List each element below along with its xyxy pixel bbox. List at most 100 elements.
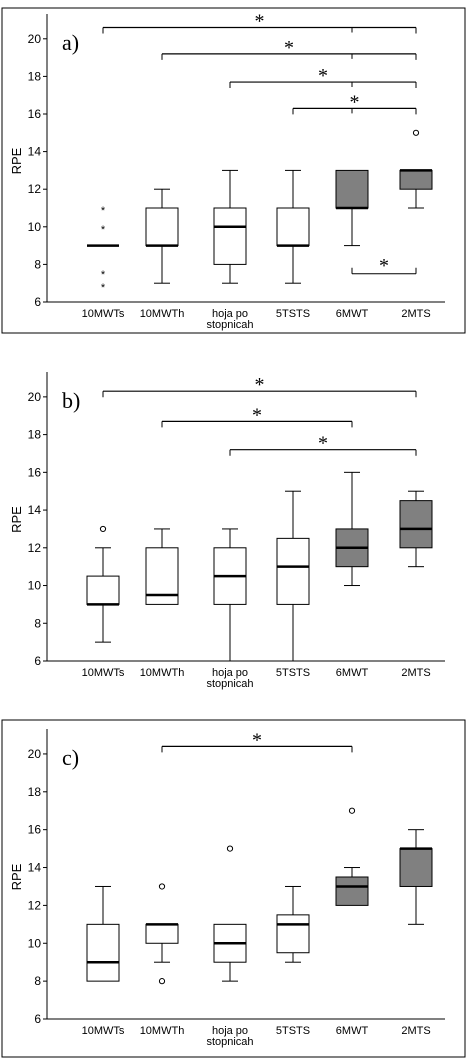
y-tick-label: 14: [28, 503, 42, 517]
x-tick-label: 6MWT: [336, 1025, 369, 1037]
significance-bracket: *: [161, 729, 353, 753]
significance-bracket: *: [102, 374, 417, 398]
significance-bracket: *: [229, 65, 417, 89]
outlier-point: [158, 978, 166, 985]
box-body: [399, 169, 433, 190]
box-6: [399, 490, 433, 568]
box-4: [276, 490, 310, 662]
x-tick-label: hoja po: [212, 308, 248, 320]
extreme-outlier-point: *: [101, 269, 106, 281]
x-tick-label: 5TSTS: [276, 1025, 310, 1037]
box-body: [145, 207, 179, 247]
box-3: [213, 169, 247, 284]
box-6: [399, 829, 433, 925]
x-tick-label: 10MWTs: [82, 308, 125, 320]
box-body: [399, 500, 433, 549]
y-tick-label: 14: [28, 145, 42, 159]
box-2: [145, 923, 179, 963]
box-4: [276, 885, 310, 963]
outlier-point: [226, 845, 234, 852]
box-1: [86, 547, 120, 643]
significance-marker: *: [318, 433, 328, 455]
box-body: [276, 914, 310, 954]
extreme-outlier-point: *: [101, 282, 106, 294]
significance-marker: *: [379, 255, 389, 277]
significance-marker: *: [252, 729, 262, 751]
x-tick-label: 6MWT: [336, 308, 369, 320]
box-3: [213, 528, 247, 662]
outlier-point: [158, 883, 166, 890]
y-tick-label: 12: [28, 182, 42, 196]
box-5: [335, 471, 369, 587]
y-tick-label: 18: [28, 785, 42, 799]
x-tick-label: 2MTS: [401, 667, 430, 679]
y-tick-label: 12: [28, 898, 42, 912]
y-tick-label: 16: [28, 823, 42, 837]
box-5: [335, 169, 369, 247]
chart-panel-2: 6 8 10 12 14 16 18 20 RPE b) 10MWTs 10MWTh hoja post…: [9, 372, 445, 690]
significance-marker: *: [252, 404, 262, 426]
x-tick-label: 6MWT: [336, 667, 369, 679]
y-axis-label: RPE: [9, 506, 24, 533]
significance-bracket: *: [161, 404, 353, 428]
y-axis-label: RPE: [9, 147, 24, 174]
x-tick-label: 2MTS: [401, 308, 430, 320]
box-body: [213, 207, 247, 265]
box-1: [86, 885, 120, 982]
significance-bracket: *: [102, 11, 417, 34]
significance-marker: *: [350, 91, 360, 113]
y-tick-label: 16: [28, 465, 42, 479]
x-tick-label: 10MWTh: [140, 667, 185, 679]
box-body: [335, 876, 369, 906]
panel-label: c): [62, 745, 79, 770]
significance-marker: *: [255, 11, 265, 33]
y-tick-label: 14: [28, 861, 42, 875]
significance-bracket: *: [229, 433, 417, 456]
x-tick-label: 2MTS: [401, 1025, 430, 1037]
y-tick-label: 8: [34, 616, 41, 630]
significance-bracket: *: [351, 255, 417, 277]
x-tick-label: 10MWTh: [140, 308, 185, 320]
panel-frame: [1, 7, 466, 334]
extreme-outlier-point: *: [101, 205, 106, 217]
x-tick-label: 5TSTS: [276, 667, 310, 679]
significance-marker: *: [255, 374, 265, 396]
y-tick-label: 10: [28, 936, 42, 950]
y-tick-label: 20: [28, 390, 42, 404]
y-tick-label: 20: [28, 32, 42, 46]
box-body: [399, 848, 433, 887]
panel-label: b): [62, 388, 80, 413]
y-tick-label: 6: [34, 1012, 41, 1026]
y-tick-label: 6: [34, 654, 41, 668]
x-tick-label: stopnicah: [206, 319, 253, 331]
chart-panel-1: 6 8 10 12 14 16 18 20 RPE a) 10MWTs 10MWTh hoja post…: [1, 7, 466, 334]
significance-bracket: *: [292, 91, 417, 115]
y-tick-label: 10: [28, 579, 42, 593]
box-6: [399, 169, 433, 209]
y-tick-label: 8: [34, 974, 41, 988]
x-tick-label: 10MWTs: [82, 1025, 125, 1037]
box-4: [276, 169, 310, 284]
significance-marker: *: [318, 65, 328, 87]
y-tick-label: 18: [28, 428, 42, 442]
panel-frame: [1, 719, 466, 1058]
outlier-point: [99, 525, 107, 533]
y-tick-label: 6: [34, 295, 41, 309]
x-tick-label: stopnicah: [206, 678, 253, 690]
box-2: [145, 188, 179, 284]
box-5: [335, 867, 369, 906]
panel-label: a): [62, 30, 79, 55]
x-tick-label: 10MWTs: [82, 667, 125, 679]
y-tick-label: 18: [28, 69, 42, 83]
significance-bracket: *: [161, 37, 417, 60]
chart-panel-3: 6 8 10 12 14 16 18 20 RPE c) 10MWTs 10MWTh hoja post…: [1, 719, 466, 1058]
y-tick-label: 20: [28, 747, 42, 761]
x-tick-label: hoja po: [212, 1025, 248, 1037]
outlier-point: [412, 129, 420, 136]
box-body: [86, 575, 120, 605]
y-tick-label: 8: [34, 257, 41, 271]
outlier-point: [348, 807, 356, 814]
extreme-outlier-point: *: [101, 224, 106, 236]
box-body: [86, 923, 120, 982]
